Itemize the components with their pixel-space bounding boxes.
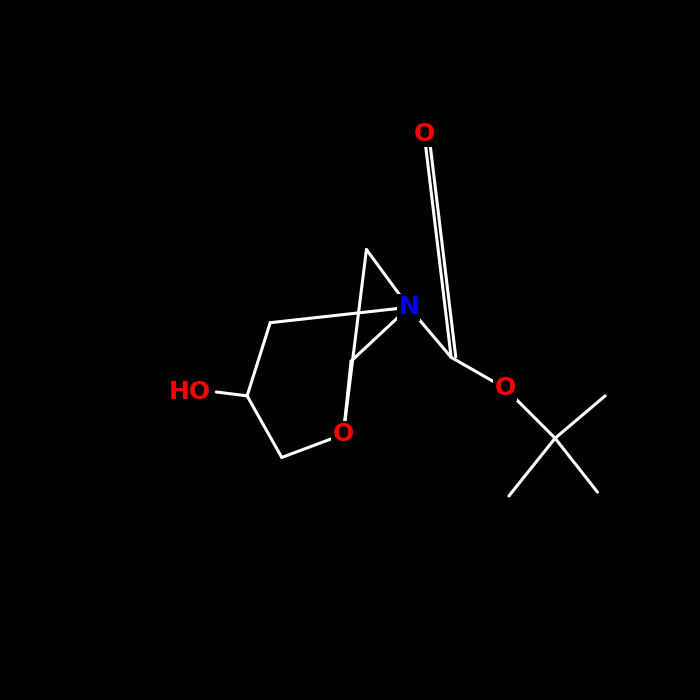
- Text: O: O: [494, 376, 516, 400]
- Text: O: O: [332, 422, 354, 447]
- Text: O: O: [414, 122, 435, 146]
- Text: HO: HO: [168, 380, 211, 404]
- Text: N: N: [398, 295, 419, 319]
